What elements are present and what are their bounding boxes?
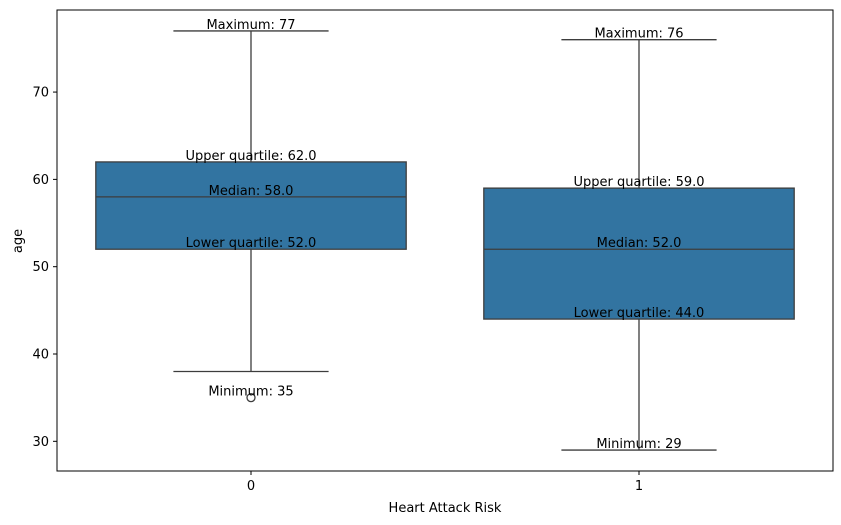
- y-tick-label: 30: [32, 435, 49, 450]
- annotation-lower-quartile: Lower quartile: 44.0: [574, 306, 705, 321]
- y-tick-label: 60: [32, 173, 49, 188]
- annotation-minimum: Minimum: 29: [596, 437, 681, 452]
- y-axis-label: age: [11, 229, 26, 253]
- annotation-minimum: Minimum: 35: [208, 385, 293, 400]
- x-tick-label: 1: [635, 479, 643, 494]
- outlier-point: [246, 393, 256, 403]
- annotation-upper-quartile: Upper quartile: 59.0: [573, 175, 704, 190]
- y-tick-label: 70: [32, 86, 49, 101]
- annotation-maximum: Maximum: 76: [594, 27, 683, 42]
- y-tick-label: 50: [32, 260, 49, 275]
- y-tick-label: 40: [32, 348, 49, 363]
- plot-frame: [56, 9, 834, 472]
- x-tick-label: 0: [247, 479, 255, 494]
- annotation-upper-quartile: Upper quartile: 62.0: [185, 149, 316, 164]
- iqr-box: [483, 187, 795, 320]
- box-group-0: Maximum: 77 Upper quartile: 62.0 Median: 5…: [95, 18, 407, 403]
- x-axis-label: Heart Attack Risk: [389, 501, 502, 516]
- annotation-median: Median: 52.0: [597, 236, 682, 251]
- box-group-1: Maximum: 76 Upper quartile: 59.0 Median: 5…: [483, 27, 795, 452]
- annotation-maximum: Maximum: 77: [206, 18, 295, 33]
- iqr-box: [95, 161, 407, 250]
- annotation-median: Median: 58.0: [209, 184, 294, 199]
- annotation-lower-quartile: Lower quartile: 52.0: [186, 236, 317, 251]
- y-axis-ticks: 30 40 50 60 70: [32, 86, 57, 450]
- boxes-layer: Maximum: 77 Upper quartile: 62.0 Median: 5…: [95, 18, 795, 452]
